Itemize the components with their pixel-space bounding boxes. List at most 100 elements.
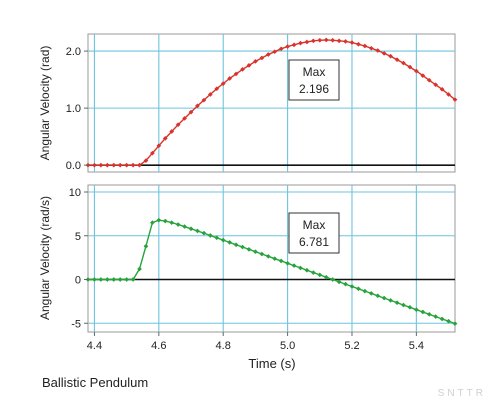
data-point-bottom-52	[420, 309, 426, 315]
data-point-bottom-30	[278, 258, 284, 264]
data-point-bottom-2	[98, 277, 104, 282]
data-point-top-45	[375, 48, 381, 53]
data-point-top-15	[182, 115, 188, 121]
data-point-bottom-5	[117, 277, 123, 282]
data-point-top-10	[149, 150, 155, 156]
xticks-bottom: 4.4 4.6 4.8 5.0 5.2 5.4	[87, 332, 424, 352]
data-point-top-54	[433, 82, 439, 88]
data-point-bottom-1	[91, 277, 97, 282]
data-point-top-33	[298, 40, 303, 46]
xtick-label-5: 5.4	[409, 340, 424, 352]
annotation-label-top: Max	[303, 65, 326, 79]
data-point-bottom-8	[137, 266, 142, 272]
data-point-top-55	[439, 86, 445, 92]
data-point-bottom-41	[349, 284, 355, 289]
data-point-top-40	[343, 38, 348, 44]
figure-caption: Ballistic Pendulum	[42, 375, 149, 390]
annotation-value-top: 2.196	[299, 82, 329, 96]
data-point-top-27	[259, 55, 265, 61]
series-bottom	[85, 217, 458, 327]
data-point-top-57	[452, 97, 458, 103]
data-point-top-8	[137, 162, 142, 168]
data-point-top-46	[381, 50, 387, 56]
ytick-label-bottom-3: -5	[71, 318, 81, 330]
data-point-bottom-14	[175, 222, 181, 228]
data-point-top-38	[330, 37, 336, 43]
data-point-bottom-19	[207, 233, 213, 238]
data-point-top-32	[291, 42, 297, 48]
data-point-top-23	[233, 71, 239, 77]
data-point-top-16	[188, 109, 194, 115]
panel-bottom: 10 5 0 -5 4.4 4.6 4.8 5.0 5.2 5.4 Angular Veloci…	[38, 184, 458, 371]
data-point-bottom-18	[201, 230, 207, 236]
ytick-label-top-0: 2.0	[66, 46, 81, 58]
data-point-top-47	[388, 53, 394, 59]
xtick-label-0: 4.4	[87, 340, 102, 352]
data-point-top-25	[246, 62, 252, 68]
data-point-bottom-49	[401, 302, 406, 308]
data-point-top-21	[220, 81, 226, 87]
data-point-bottom-3	[104, 277, 110, 282]
data-point-top-39	[336, 38, 342, 44]
data-point-top-7	[130, 162, 136, 168]
data-point-bottom-34	[304, 267, 310, 273]
data-point-top-56	[446, 91, 452, 97]
data-point-top-4	[111, 162, 117, 168]
data-point-bottom-48	[394, 300, 400, 306]
data-point-top-19	[207, 91, 213, 97]
panel-top: 2.0 1.0 0.0 Angular Velocity (rad) Max 2.1…	[38, 33, 458, 173]
data-point-top-9	[143, 158, 149, 164]
data-point-top-34	[304, 39, 310, 45]
data-point-top-43	[362, 43, 368, 49]
data-point-top-41	[349, 40, 355, 46]
data-point-top-35	[310, 38, 316, 44]
annotation-box-bottom	[288, 212, 340, 254]
annotation-box-top	[288, 59, 340, 101]
data-point-bottom-29	[272, 256, 278, 262]
xtick-label-1: 4.6	[151, 340, 166, 352]
ylabel-top: Angular Velocity (rad)	[38, 46, 52, 161]
data-point-bottom-4	[111, 277, 117, 282]
data-point-top-11	[156, 143, 162, 149]
data-point-bottom-36	[317, 272, 323, 278]
data-point-bottom-38	[330, 277, 336, 282]
data-point-top-28	[265, 52, 271, 57]
data-point-bottom-27	[259, 251, 265, 257]
xlabel-bottom: Time (s)	[248, 356, 295, 371]
data-point-top-52	[420, 73, 426, 79]
data-point-top-37	[323, 37, 329, 43]
annotation-bottom: Max 6.781	[288, 212, 340, 254]
data-point-top-14	[175, 122, 181, 128]
data-point-bottom-45	[375, 293, 381, 299]
data-point-top-26	[252, 58, 258, 64]
data-point-bottom-35	[310, 270, 316, 276]
data-point-bottom-15	[182, 224, 188, 230]
data-point-bottom-43	[362, 288, 368, 294]
data-point-top-1	[91, 162, 97, 168]
data-point-bottom-40	[343, 281, 348, 287]
data-point-bottom-13	[169, 220, 175, 226]
data-point-top-50	[407, 64, 413, 70]
data-point-bottom-44	[368, 290, 374, 296]
data-point-bottom-37	[323, 274, 329, 280]
data-point-bottom-17	[195, 228, 200, 234]
data-point-top-36	[317, 37, 323, 43]
data-point-top-20	[214, 86, 220, 92]
annotation-top: Max 2.196	[288, 59, 340, 101]
data-point-top-48	[394, 57, 400, 63]
data-point-bottom-46	[381, 295, 387, 301]
data-point-bottom-57	[452, 321, 458, 327]
xtick-label-3: 5.0	[280, 340, 295, 352]
data-point-bottom-9	[143, 243, 149, 249]
data-point-top-2	[98, 162, 104, 168]
ytick-label-bottom-0: 10	[69, 187, 81, 199]
data-point-top-49	[401, 60, 406, 66]
data-point-top-44	[368, 45, 374, 51]
yticks-top: 2.0 1.0 0.0	[66, 46, 88, 172]
data-point-bottom-24	[240, 244, 245, 250]
data-point-top-5	[117, 162, 123, 168]
data-point-top-51	[413, 68, 419, 74]
data-point-bottom-56	[446, 318, 452, 324]
data-point-bottom-12	[162, 218, 168, 224]
